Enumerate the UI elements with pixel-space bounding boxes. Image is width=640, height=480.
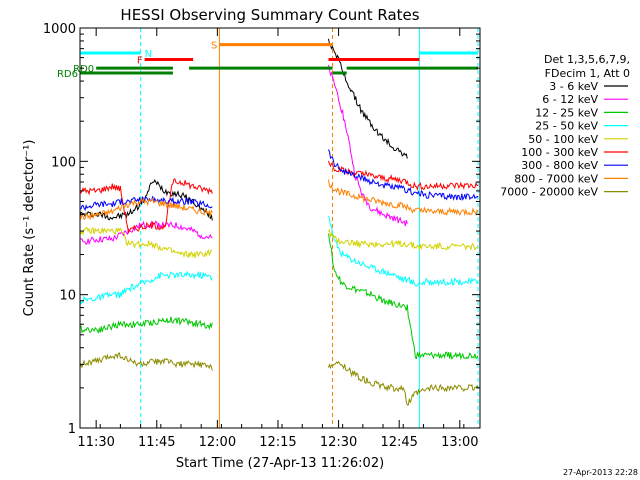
series-line	[79, 352, 479, 406]
x-axis: 11:30 11:45 12:00 12:15 12:30 12:45 13:00	[77, 28, 479, 450]
y-tick-label: 10	[59, 289, 76, 304]
series-line	[79, 233, 479, 361]
x-tick-label: 11:30	[77, 435, 114, 450]
legend-entry-label: 12 - 25 keV	[535, 106, 598, 119]
x-tick-label: 12:45	[380, 435, 417, 450]
legend-entry-label: 6 - 12 keV	[542, 93, 598, 106]
chart-title: HESSI Observing Summary Count Rates	[120, 6, 419, 24]
series-line	[79, 160, 479, 234]
y-tick-label: 100	[51, 155, 76, 170]
x-tick-label: 12:15	[259, 435, 296, 450]
series-group	[79, 38, 479, 406]
flag-bar-label: RD6	[57, 69, 78, 80]
legend-entry-label: 7000 - 20000 keV	[500, 186, 598, 199]
legend-entry-label: 25 - 50 keV	[535, 120, 598, 133]
legend-entry-label: 300 - 800 keV	[521, 159, 598, 172]
flag-bar-label: F	[137, 56, 143, 67]
x-tick-label: 13:00	[441, 435, 478, 450]
plot-frame	[79, 27, 481, 429]
legend-entry-label: 800 - 7000 keV	[514, 172, 598, 185]
legend: Det 1,3,5,6,7,9, FDecim 1, Att 0 3 - 6 k…	[500, 53, 630, 199]
legend-entry-label: 3 - 6 keV	[549, 80, 598, 93]
legend-header-1: Det 1,3,5,6,7,9,	[544, 53, 630, 66]
y-tick-label: 1	[68, 422, 76, 437]
legend-entry-label: 50 - 100 keV	[528, 133, 598, 146]
y-axis-label: Count Rate (s⁻¹ detector⁻¹)	[22, 140, 37, 317]
flag-bar-label: S	[211, 41, 217, 52]
x-axis-label: Start Time (27-Apr-13 11:26:02)	[176, 456, 384, 471]
y-tick-label: 1000	[43, 22, 76, 37]
y-axis: 1 10 100 1000	[43, 22, 480, 437]
legend-header-2: FDecim 1, Att 0	[545, 67, 630, 80]
series-line	[79, 179, 479, 221]
flag-bar-label: N	[145, 49, 152, 60]
x-tick-label: 12:30	[320, 435, 357, 450]
series-line	[79, 149, 479, 212]
x-tick-label: 12:00	[199, 435, 236, 450]
x-tick-label: 11:45	[138, 435, 175, 450]
flag-bar-label: RD0	[73, 64, 94, 75]
footer-timestamp: 27-Apr-2013 22:28	[563, 468, 638, 477]
series-line	[79, 215, 479, 305]
series-line	[79, 226, 479, 259]
legend-entry-label: 100 - 300 keV	[521, 146, 598, 159]
